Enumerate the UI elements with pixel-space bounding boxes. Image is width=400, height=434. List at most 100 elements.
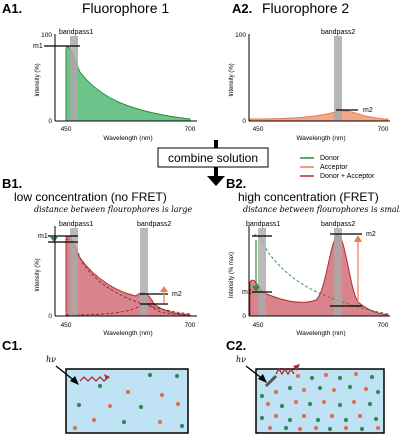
acceptor-molecule	[329, 413, 335, 419]
panel-label-c2: C2.	[226, 338, 246, 353]
panel-title-a1: Fluorophore 1	[82, 0, 169, 16]
marker-label-m2: m2	[363, 107, 373, 114]
bandpass1-filter	[70, 228, 78, 316]
donor-molecule	[287, 385, 293, 391]
acceptor-molecule	[313, 425, 319, 431]
solution-box-c2: hν	[236, 355, 385, 434]
wave-arrow-icon	[104, 374, 110, 380]
bandpass2-filter	[334, 228, 342, 316]
donor-molecule	[138, 404, 144, 410]
excitation-arrow-icon	[258, 374, 267, 383]
y-axis-label: Intensity (% max)	[229, 252, 235, 298]
legend-label-donor-acceptor: Donor + Acceptor	[320, 173, 375, 180]
donor-molecule	[367, 401, 373, 407]
panel-title-a2: Fluorophore 2	[262, 0, 349, 16]
decrease-arrow-icon	[50, 237, 58, 242]
x-axis-label: Wavelength (nm)	[103, 135, 152, 142]
marker-label-m2: m2	[172, 291, 182, 298]
donor-molecule	[317, 385, 323, 391]
wave-arrow-icon	[293, 364, 300, 371]
acceptor-molecule	[301, 387, 307, 393]
spectrum-plot-a2: bandpass2 m2 100 0 Intensity (%) 450 700…	[229, 29, 390, 142]
x-tick-min: 450	[253, 322, 264, 329]
photon-label: hν	[46, 355, 56, 364]
bandpass1-label: bandpass1	[246, 221, 280, 228]
spectrum-plot-a1: bandpass1 m1 100 0 Intensity (%) 450 700…	[33, 29, 197, 142]
molecule-dots-c2	[259, 371, 381, 432]
legend-label-acceptor: Acceptor	[320, 164, 348, 171]
panel-label-a2: A2.	[232, 1, 252, 16]
acceptor-molecule	[159, 392, 165, 398]
donor-molecule	[283, 425, 289, 431]
panel-title-b2: high concentration (FRET)	[238, 190, 379, 204]
bandpass2-label: bandpass2	[137, 221, 171, 228]
donor-molecule	[327, 426, 333, 432]
spectrum-plot-b1: bandpass1 bandpass2 m1 m2 0 Intensity (%…	[35, 221, 197, 337]
acceptor-molecule	[375, 425, 381, 431]
acceptor-molecule	[331, 387, 337, 393]
donor-molecule	[147, 372, 153, 378]
increase-arrow-icon	[160, 286, 168, 292]
donor-molecule	[375, 389, 381, 395]
acceptor-molecule	[267, 425, 273, 431]
bandpass1-filter	[258, 228, 266, 316]
y-tick-min: 0	[242, 313, 246, 320]
x-tick-min: 450	[61, 322, 72, 329]
acceptor-molecule	[157, 419, 163, 425]
spectrum-plot-b2: bandpass1 bandpass2 m1 m2 0 Intensity (%…	[229, 221, 390, 337]
donor-molecule	[343, 417, 349, 423]
y-axis-label: Intensity (%)	[35, 258, 41, 291]
y-tick-min: 0	[48, 313, 52, 320]
acceptor-molecule	[363, 386, 369, 392]
donor-molecule	[315, 417, 321, 423]
bandpass2-filter	[334, 36, 342, 121]
bandpass-label: bandpass1	[59, 29, 93, 36]
donor-emission-curve	[65, 46, 191, 122]
marker-label-m1: m1	[38, 233, 48, 240]
bandpass-label: bandpass2	[321, 29, 355, 36]
x-tick-min: 450	[253, 126, 264, 133]
legend: Donor Acceptor Donor + Acceptor	[300, 155, 375, 180]
donor-molecule	[279, 403, 285, 409]
excitation-arrow-icon	[70, 376, 79, 385]
down-arrow-icon	[207, 176, 225, 186]
photon-label: hν	[236, 355, 246, 364]
solution-box-c1: hν	[46, 355, 189, 434]
decrease-arrow-icon	[252, 286, 260, 292]
energy-transfer-icon	[264, 374, 278, 388]
y-tick-min: 0	[48, 118, 52, 125]
solution-container	[255, 368, 385, 434]
solution-container	[65, 368, 189, 434]
y-tick-max: 100	[41, 32, 52, 39]
bandpass2-filter	[140, 228, 148, 316]
bandpass2-label: bandpass2	[321, 221, 355, 228]
y-tick-min: 0	[242, 118, 246, 125]
donor-molecule	[307, 401, 313, 407]
marker-label-m1: m1	[242, 289, 252, 296]
donor-molecule	[359, 426, 365, 432]
acceptor-molecule	[72, 425, 78, 431]
donor-molecule	[259, 393, 265, 399]
y-axis-label: Intensity (%)	[229, 63, 235, 96]
x-axis-label: Wavelength (nm)	[103, 330, 152, 337]
bandpass1-label: bandpass1	[59, 221, 93, 228]
donor-molecule	[121, 419, 127, 425]
light-wave-icon	[275, 367, 295, 376]
x-tick-max: 700	[378, 126, 389, 133]
donor-molecule	[179, 423, 185, 429]
acceptor-molecule	[175, 401, 181, 407]
donor-molecule	[287, 417, 293, 423]
x-tick-max: 700	[185, 322, 196, 329]
acceptor-molecule	[351, 399, 357, 405]
donor-molecule	[369, 374, 375, 380]
donor-molecule	[259, 415, 265, 421]
x-axis-label: Wavelength (nm)	[296, 135, 345, 142]
acceptor-molecule	[107, 403, 113, 409]
panel-title-b1: low concentration (no FRET)	[14, 190, 167, 204]
donor-acceptor-curve	[65, 235, 191, 317]
acceptor-molecule	[343, 425, 349, 431]
donor-molecule	[174, 373, 180, 379]
marker-label-m1: m1	[33, 43, 43, 50]
acceptor-emission-curve	[249, 110, 389, 122]
